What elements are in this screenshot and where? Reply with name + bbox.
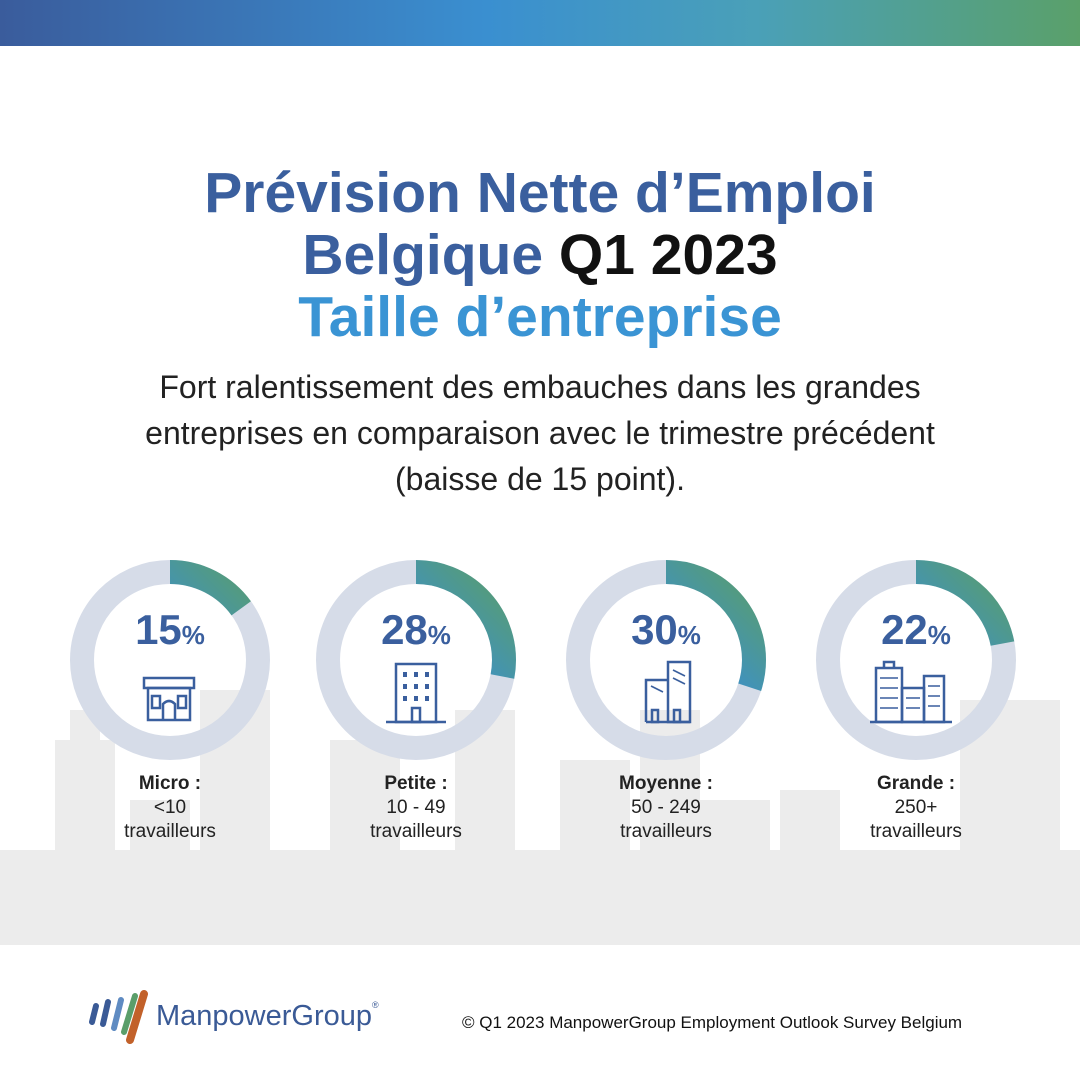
value-number: 22 — [881, 606, 928, 653]
office-building-icon — [386, 662, 446, 724]
category-unit: travailleurs — [124, 821, 216, 842]
chart-item-grande: 22% Grande : 250+ travailleurs — [796, 560, 1036, 850]
category-label-grande: Grande : 250+ travailleurs — [796, 772, 1036, 844]
category-range: 50 - 249 — [631, 797, 701, 818]
category-unit: travailleurs — [870, 821, 962, 842]
chart-item-petite: 28% Petite : 10 - 49 travailleurs — [296, 560, 536, 850]
chart-item-micro: 15% Micro : <10 travailleurs — [50, 560, 290, 850]
shop-icon — [142, 676, 196, 722]
subtitle: Fort ralentissement des embauches dans l… — [145, 369, 935, 497]
title-quarter: Q1 2023 — [558, 223, 778, 287]
donut-arc-petite — [316, 560, 516, 760]
value-label-moyenne: 30% — [546, 606, 786, 654]
value-unit: % — [927, 620, 951, 650]
category-range: 10 - 49 — [386, 797, 446, 818]
chart-item-moyenne: 30% Moyenne : 50 - 249 travailleurs — [546, 560, 786, 850]
title-line-1: Prévision Nette d’Emploi — [204, 161, 876, 225]
value-unit: % — [677, 620, 701, 650]
donut-ring-moyenne — [566, 560, 766, 760]
city-buildings-icon — [870, 660, 952, 724]
category-label-petite: Petite : 10 - 49 travailleurs — [296, 772, 536, 844]
city-skyline-background — [0, 690, 1080, 945]
brand-text: ManpowerGroup — [156, 1000, 372, 1032]
value-number: 30 — [631, 606, 678, 653]
title-line-2: Belgique Q1 2023 — [0, 224, 1080, 286]
category-name: Moyenne : — [619, 773, 713, 794]
page-title: Prévision Nette d’Emploi Belgique Q1 202… — [0, 162, 1080, 348]
donut-ring-micro — [70, 560, 270, 760]
title-line-3: Taille d’entreprise — [298, 285, 782, 349]
category-range: <10 — [153, 797, 187, 818]
value-label-micro: 15% — [50, 606, 290, 654]
donut-ring-petite — [316, 560, 516, 760]
title-country: Belgique — [302, 223, 544, 287]
donut-ring-grande — [816, 560, 1016, 760]
value-label-petite: 28% — [296, 606, 536, 654]
category-unit: travailleurs — [620, 821, 712, 842]
category-range: 250+ — [894, 797, 938, 818]
value-label-grande: 22% — [796, 606, 1036, 654]
category-label-moyenne: Moyenne : 50 - 249 travailleurs — [546, 772, 786, 844]
value-number: 28 — [381, 606, 428, 653]
category-name: Petite : — [384, 773, 448, 794]
trademark-symbol: ® — [372, 1000, 379, 1010]
value-number: 15 — [135, 606, 182, 653]
donut-arc-grande — [816, 560, 1016, 760]
twin-buildings-icon — [644, 660, 692, 724]
brand-name: ManpowerGroup® — [156, 1000, 379, 1033]
donut-arc-moyenne — [566, 560, 766, 760]
category-unit: travailleurs — [370, 821, 462, 842]
donut-arc-micro — [70, 560, 270, 760]
copyright-text: © Q1 2023 ManpowerGroup Employment Outlo… — [462, 1013, 963, 1032]
category-label-micro: Micro : <10 travailleurs — [50, 772, 290, 844]
manpowergroup-logo-icon — [89, 990, 148, 1044]
category-name: Grande : — [876, 773, 956, 794]
value-unit: % — [181, 620, 205, 650]
category-name: Micro : — [138, 773, 202, 794]
value-unit: % — [427, 620, 451, 650]
top-gradient-bar — [0, 0, 1080, 46]
